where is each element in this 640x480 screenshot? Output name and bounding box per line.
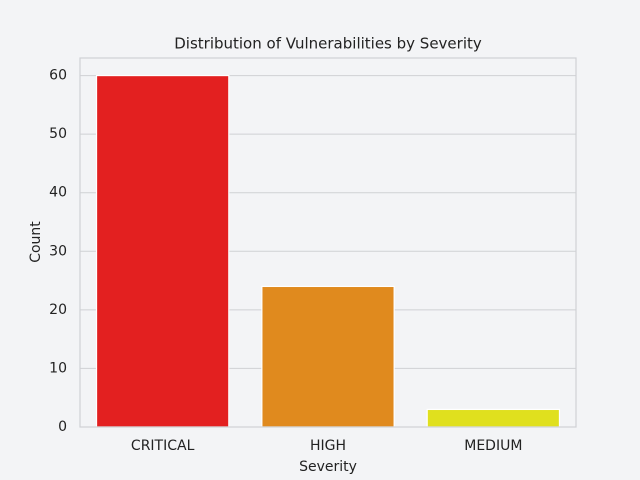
bar (261, 285, 395, 428)
y-tick-label: 40 (49, 185, 67, 201)
y-tick-label: 60 (49, 68, 67, 84)
plot-frame (79, 57, 577, 428)
x-tick-label: MEDIUM (464, 438, 522, 454)
bar (426, 408, 561, 428)
y-tick-label: 10 (49, 360, 67, 376)
y-tick-label: 0 (58, 419, 67, 435)
chart-title: Distribution of Vulnerabilities by Sever… (174, 35, 482, 53)
y-axis-label: Count (28, 221, 44, 263)
y-tick-label: 20 (49, 302, 67, 318)
y-tick-label: 30 (49, 243, 67, 259)
bar (95, 74, 230, 428)
y-tick-label: 50 (49, 126, 67, 142)
x-tick-label: CRITICAL (131, 438, 195, 454)
bar-layer (95, 74, 561, 428)
x-tick-label: HIGH (310, 438, 346, 454)
x-axis-label: Severity (299, 459, 357, 475)
